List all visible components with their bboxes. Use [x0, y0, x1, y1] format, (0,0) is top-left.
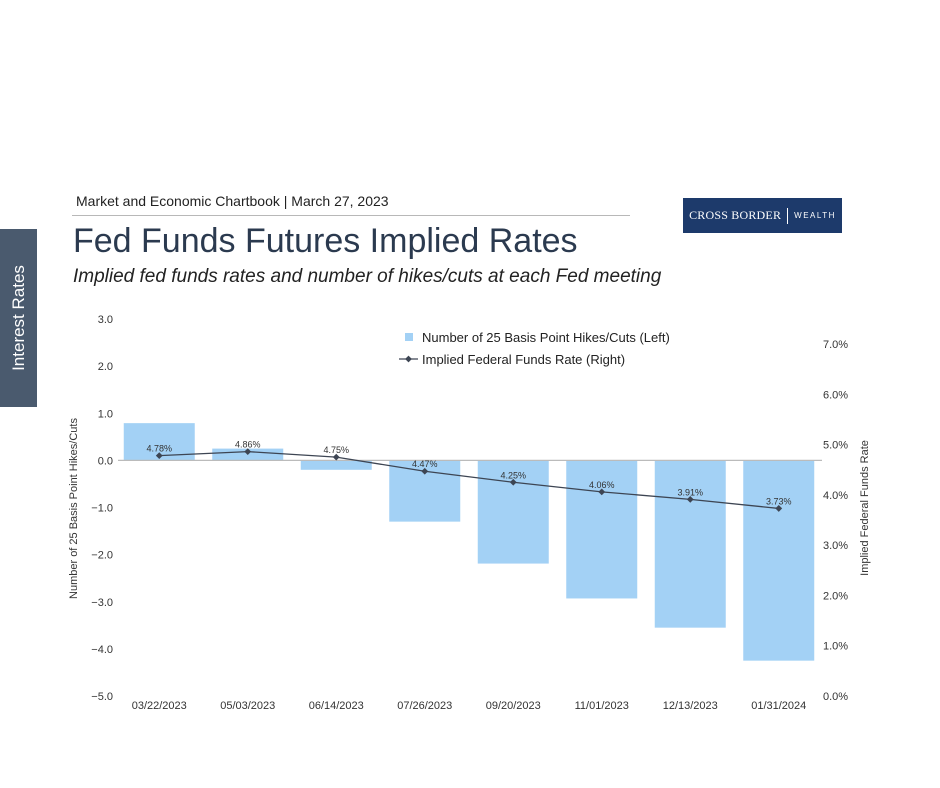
brand-logo: CROSS BORDER WEALTH [683, 198, 842, 233]
y-right-tick-label: 3.0% [823, 540, 848, 552]
bar [654, 460, 726, 628]
y-left-tick-label: 0.0 [98, 455, 113, 467]
logo-brand-text: CROSS BORDER [689, 208, 782, 222]
header-divider [72, 215, 630, 216]
y-right-axis-title: Implied Federal Funds Rate [859, 440, 871, 576]
rate-point [509, 478, 517, 486]
rate-point [332, 453, 340, 461]
rate-data-label: 4.47% [412, 459, 438, 469]
legend-bar-swatch [405, 333, 413, 341]
x-tick-label: 05/03/2023 [220, 700, 275, 712]
y-right-tick-label: 1.0% [823, 641, 848, 653]
y-left-tick-label: −5.0 [91, 691, 113, 703]
report-line: Market and Economic Chartbook | March 27… [76, 193, 389, 209]
y-left-tick-label: −2.0 [91, 550, 113, 562]
y-right-tick-label: 7.0% [823, 339, 848, 351]
rate-data-label: 4.06% [589, 480, 615, 490]
rate-line [159, 450, 779, 510]
rate-data-label: 4.86% [235, 440, 261, 450]
bar [300, 460, 372, 470]
x-tick-label: 06/14/2023 [309, 700, 364, 712]
x-tick-label: 11/01/2023 [575, 700, 629, 712]
rate-point [421, 467, 429, 475]
rate-point [155, 452, 163, 460]
legend-line-label: Implied Federal Funds Rate (Right) [422, 352, 625, 367]
x-tick-label: 12/13/2023 [663, 700, 718, 712]
bar [743, 460, 815, 661]
rate-point [686, 495, 694, 503]
rate-point [598, 488, 606, 496]
bar [566, 460, 638, 599]
rate-data-label: 3.91% [677, 487, 703, 497]
x-tick-label: 09/20/2023 [486, 700, 541, 712]
x-tick-label: 01/31/2024 [751, 700, 806, 712]
rate-data-label: 3.73% [766, 496, 792, 506]
rate-data-label: 4.75% [323, 445, 349, 455]
y-left-tick-label: −1.0 [91, 503, 113, 515]
y-right-tick-label: 5.0% [823, 440, 848, 452]
page-title: Fed Funds Futures Implied Rates [73, 222, 578, 260]
rate-point [775, 505, 783, 512]
y-left-tick-label: 2.0 [98, 361, 113, 373]
y-left-tick-label: 3.0 [98, 314, 113, 326]
y-right-tick-label: 6.0% [823, 389, 848, 401]
logo-wealth-text: WEALTH [794, 211, 836, 220]
x-tick-label: 07/26/2023 [397, 700, 452, 712]
rate-data-label: 4.25% [500, 470, 526, 480]
bar [477, 460, 549, 564]
y-left-axis-title: Number of 25 Basis Point Hikes/Cuts [68, 418, 80, 599]
y-left-tick-label: −4.0 [91, 644, 113, 656]
rate-data-label: 4.78% [146, 444, 172, 454]
y-left-tick-label: 1.0 [98, 408, 113, 420]
y-right-tick-label: 4.0% [823, 490, 848, 502]
x-tick-label: 03/22/2023 [132, 700, 187, 712]
side-tab: Interest Rates [0, 229, 37, 407]
logo-separator [787, 207, 789, 224]
page-subtitle: Implied fed funds rates and number of hi… [73, 266, 662, 287]
legend-bar-label: Number of 25 Basis Point Hikes/Cuts (Lef… [422, 330, 670, 345]
y-left-tick-label: −3.0 [91, 597, 113, 609]
y-right-tick-label: 2.0% [823, 590, 848, 602]
legend-line-marker [405, 355, 412, 363]
y-right-tick-label: 0.0% [823, 691, 848, 703]
rate-point [244, 448, 252, 456]
